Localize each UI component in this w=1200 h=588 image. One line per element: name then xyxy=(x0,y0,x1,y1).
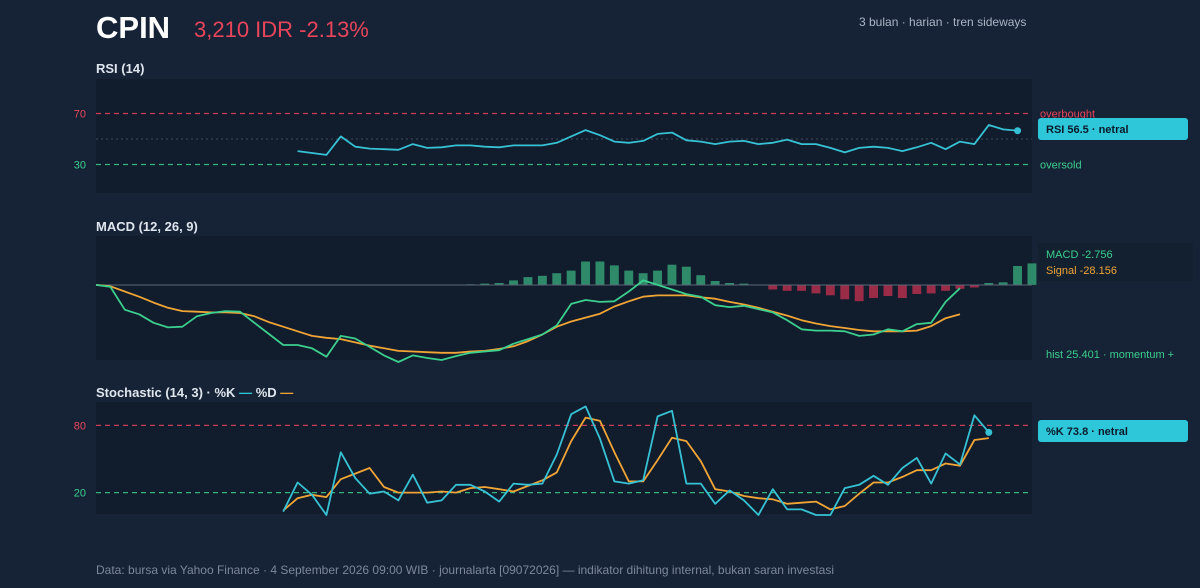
macd-hist-bar xyxy=(523,277,533,285)
macd-hist-bar xyxy=(969,284,979,288)
macd-hist-bar xyxy=(710,281,720,285)
macd-hist-bar xyxy=(897,284,907,298)
macd-hist-bar xyxy=(480,283,490,285)
d-legend-swatch: — xyxy=(280,385,294,400)
period-label: 3 bulan · harian · tren sideways xyxy=(859,15,1027,29)
rsi-line xyxy=(297,124,1018,156)
stoch-tick-80: 80 xyxy=(74,420,86,432)
macd-hist-bar xyxy=(998,282,1008,285)
macd-hist-bar xyxy=(681,266,691,285)
rsi-tick-30: 30 xyxy=(74,160,86,172)
macd-hist-bar xyxy=(739,283,749,285)
rsi-overbought-label: overbought xyxy=(1040,109,1095,121)
rsi-oversold-label: oversold xyxy=(1040,160,1082,172)
stoch-badge-text: %K 73.8 · netral xyxy=(1046,426,1128,438)
macd-hist-bar xyxy=(768,284,778,290)
rsi-plot-area xyxy=(96,79,1032,193)
ticker-symbol: CPIN xyxy=(96,10,171,45)
d-legend-label: %D xyxy=(255,385,277,400)
macd-hist-bar xyxy=(638,273,648,285)
macd-hist-label: hist 25.401 · momentum + xyxy=(1046,349,1174,361)
macd-hist-bar xyxy=(912,284,922,294)
macd-hist-bar xyxy=(883,284,893,296)
macd-hist-bar xyxy=(811,284,821,294)
macd-hist-bar xyxy=(595,261,605,285)
macd-hist-bar xyxy=(581,261,590,285)
macd-hist-bar xyxy=(609,265,619,285)
macd-hist-bar xyxy=(955,284,965,289)
stoch-tick-20: 20 xyxy=(74,488,86,500)
rsi-badge xyxy=(1038,118,1188,140)
rsi-panel-title: RSI (14) xyxy=(96,61,145,76)
macd-hist-bar xyxy=(667,264,677,285)
stoch-k-last-point xyxy=(985,428,993,436)
macd-hist-bar xyxy=(696,275,706,285)
rsi-tick-70: 70 xyxy=(74,109,86,121)
macd-hist-bar xyxy=(566,270,576,285)
stoch-k-line xyxy=(282,405,990,516)
signal-line xyxy=(95,284,961,354)
macd-hist-bar xyxy=(926,284,936,294)
macd-hist-bar xyxy=(725,283,734,285)
stoch-badge xyxy=(1038,420,1188,442)
macd-hist-bar xyxy=(1013,266,1022,285)
macd-hist-bar xyxy=(1027,263,1037,285)
macd-hist-bar xyxy=(825,284,835,296)
macd-hist-bar xyxy=(869,284,878,298)
stochastic-panel-title: Stochastic (14, 3) · %K — %D — xyxy=(96,385,293,400)
macd-hist-bar xyxy=(941,284,950,291)
k-legend-swatch: — xyxy=(239,385,253,400)
macd-hist-bar xyxy=(509,280,518,285)
macd-hist-bar xyxy=(782,284,792,291)
footer-source: Data: bursa via Yahoo Finance · 4 Septem… xyxy=(96,563,834,577)
macd-legend-signal: Signal -28.156 xyxy=(1046,265,1117,277)
macd-hist-bar xyxy=(653,270,662,285)
macd-legend-box xyxy=(1038,243,1193,281)
macd-legend-macd: MACD -2.756 xyxy=(1046,249,1113,261)
macd-hist-bar xyxy=(552,273,562,285)
macd-hist-bar xyxy=(984,283,994,285)
macd-hist-bar xyxy=(854,284,864,302)
price-change: 3,210 IDR -2.13% xyxy=(194,17,369,42)
macd-line xyxy=(95,279,961,363)
macd-hist-bar xyxy=(494,283,504,285)
rsi-last-point xyxy=(1014,127,1022,135)
macd-plot-area xyxy=(96,236,1032,360)
macd-hist-bar xyxy=(840,284,850,300)
macd-hist-bar xyxy=(624,270,634,285)
macd-panel-title: MACD (12, 26, 9) xyxy=(96,219,198,234)
macd-hist-bar xyxy=(537,275,547,285)
stochastic-title-text: Stochastic (14, 3) · %K xyxy=(96,385,236,400)
macd-hist-bar xyxy=(797,284,806,291)
rsi-badge-text: RSI 56.5 · netral xyxy=(1046,124,1129,136)
